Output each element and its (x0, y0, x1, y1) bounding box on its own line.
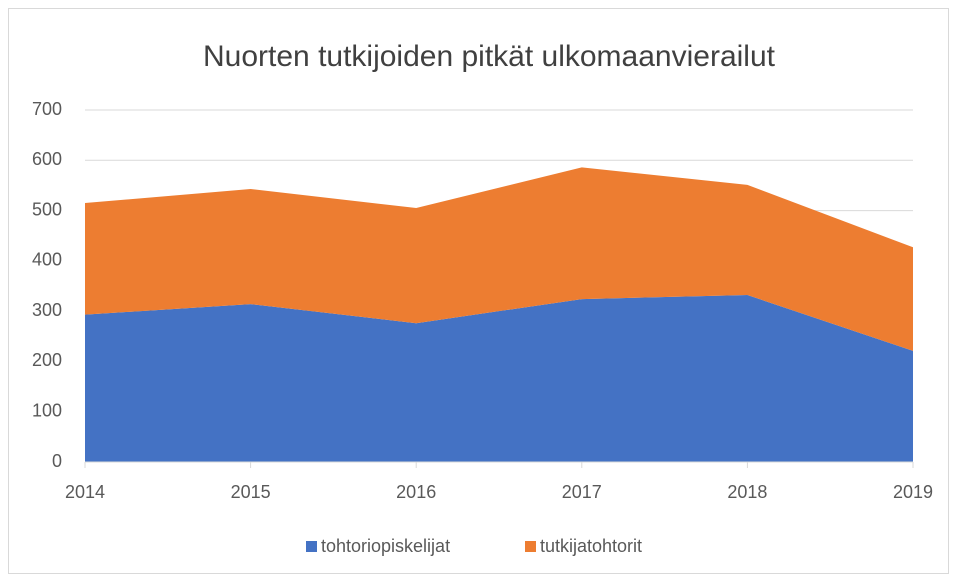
y-tick-label: 700 (32, 99, 62, 119)
y-tick-label: 300 (32, 300, 62, 320)
chart-title: Nuorten tutkijoiden pitkät ulkomaanviera… (203, 40, 776, 73)
y-tick-label: 100 (32, 400, 62, 420)
x-tick-label: 2019 (893, 482, 933, 502)
y-tick-label: 500 (32, 199, 62, 219)
area (85, 167, 913, 351)
x-tick-label: 2017 (562, 482, 602, 502)
x-tick-label: 2016 (396, 482, 436, 502)
x-tick-label: 2015 (231, 482, 271, 502)
y-tick-label: 400 (32, 250, 62, 270)
y-tick-label: 0 (52, 451, 62, 471)
legend-label: tutkijatohtorit (540, 536, 642, 556)
area (85, 295, 913, 462)
legend-swatch (525, 541, 536, 552)
x-tick-label: 2014 (65, 482, 105, 502)
y-tick-label: 600 (32, 149, 62, 169)
legend-label: tohtoriopiskelijat (321, 536, 450, 556)
legend-swatch (306, 541, 317, 552)
x-tick-label: 2018 (727, 482, 767, 502)
y-tick-label: 200 (32, 350, 62, 370)
